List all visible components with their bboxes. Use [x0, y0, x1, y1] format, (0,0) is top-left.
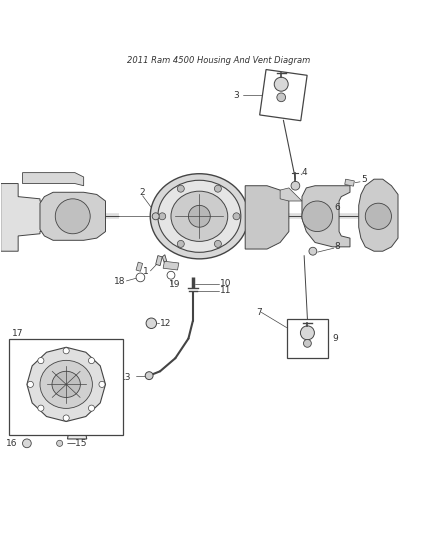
Text: 18: 18 — [113, 277, 125, 286]
Text: 1: 1 — [143, 267, 149, 276]
Text: 3: 3 — [233, 91, 239, 100]
Polygon shape — [136, 262, 143, 271]
Circle shape — [215, 185, 221, 192]
Text: 7: 7 — [256, 308, 262, 317]
Circle shape — [146, 318, 156, 328]
Circle shape — [55, 199, 90, 234]
Ellipse shape — [52, 372, 81, 398]
Polygon shape — [280, 188, 302, 201]
Polygon shape — [74, 410, 81, 420]
Circle shape — [291, 181, 300, 190]
Text: —15: —15 — [66, 439, 87, 448]
Text: 10: 10 — [220, 279, 231, 288]
Text: 17: 17 — [12, 329, 23, 338]
Ellipse shape — [158, 180, 241, 252]
Polygon shape — [163, 261, 179, 270]
Polygon shape — [67, 420, 87, 439]
Circle shape — [27, 381, 33, 387]
Circle shape — [177, 240, 184, 247]
Circle shape — [38, 405, 44, 411]
Circle shape — [188, 205, 210, 227]
Circle shape — [88, 405, 95, 411]
Circle shape — [152, 213, 159, 220]
Circle shape — [38, 358, 44, 364]
Circle shape — [215, 240, 221, 247]
Text: 12: 12 — [160, 319, 171, 328]
Text: V: V — [75, 421, 79, 427]
Text: 8: 8 — [335, 243, 340, 252]
Polygon shape — [27, 348, 106, 422]
Text: 11: 11 — [220, 286, 231, 295]
Polygon shape — [40, 192, 106, 240]
Text: 4: 4 — [302, 168, 307, 177]
Circle shape — [365, 203, 392, 229]
Text: R: R — [74, 432, 80, 438]
Circle shape — [22, 439, 31, 448]
Polygon shape — [155, 256, 162, 265]
Circle shape — [309, 247, 317, 255]
Polygon shape — [345, 179, 354, 186]
Circle shape — [300, 326, 314, 340]
Polygon shape — [302, 185, 350, 247]
Circle shape — [88, 358, 95, 364]
Text: 13: 13 — [120, 373, 132, 382]
Circle shape — [277, 93, 286, 102]
Text: 9: 9 — [332, 334, 338, 343]
Circle shape — [99, 381, 105, 387]
Polygon shape — [22, 173, 84, 185]
Text: T: T — [75, 426, 79, 432]
Circle shape — [63, 348, 69, 354]
Circle shape — [57, 440, 63, 446]
Circle shape — [177, 185, 184, 192]
Circle shape — [302, 201, 332, 231]
Text: 16: 16 — [6, 439, 17, 448]
Circle shape — [274, 77, 288, 91]
Text: 6: 6 — [335, 203, 340, 212]
Text: 5: 5 — [361, 175, 367, 184]
Polygon shape — [162, 255, 166, 263]
Bar — [10, 338, 123, 434]
Text: 14: 14 — [90, 426, 102, 435]
Ellipse shape — [171, 191, 228, 241]
Circle shape — [63, 415, 69, 421]
Bar — [287, 319, 328, 358]
Text: 2: 2 — [140, 188, 145, 197]
Polygon shape — [359, 179, 398, 251]
Polygon shape — [245, 185, 289, 249]
Circle shape — [145, 372, 153, 379]
Text: 2011 Ram 4500 Housing And Vent Diagram: 2011 Ram 4500 Housing And Vent Diagram — [127, 56, 311, 65]
Circle shape — [233, 213, 240, 220]
Polygon shape — [260, 69, 307, 120]
Ellipse shape — [40, 360, 92, 408]
Ellipse shape — [150, 174, 248, 259]
Circle shape — [304, 340, 311, 348]
Polygon shape — [1, 183, 57, 251]
Text: 19: 19 — [169, 280, 180, 289]
Circle shape — [159, 213, 166, 220]
